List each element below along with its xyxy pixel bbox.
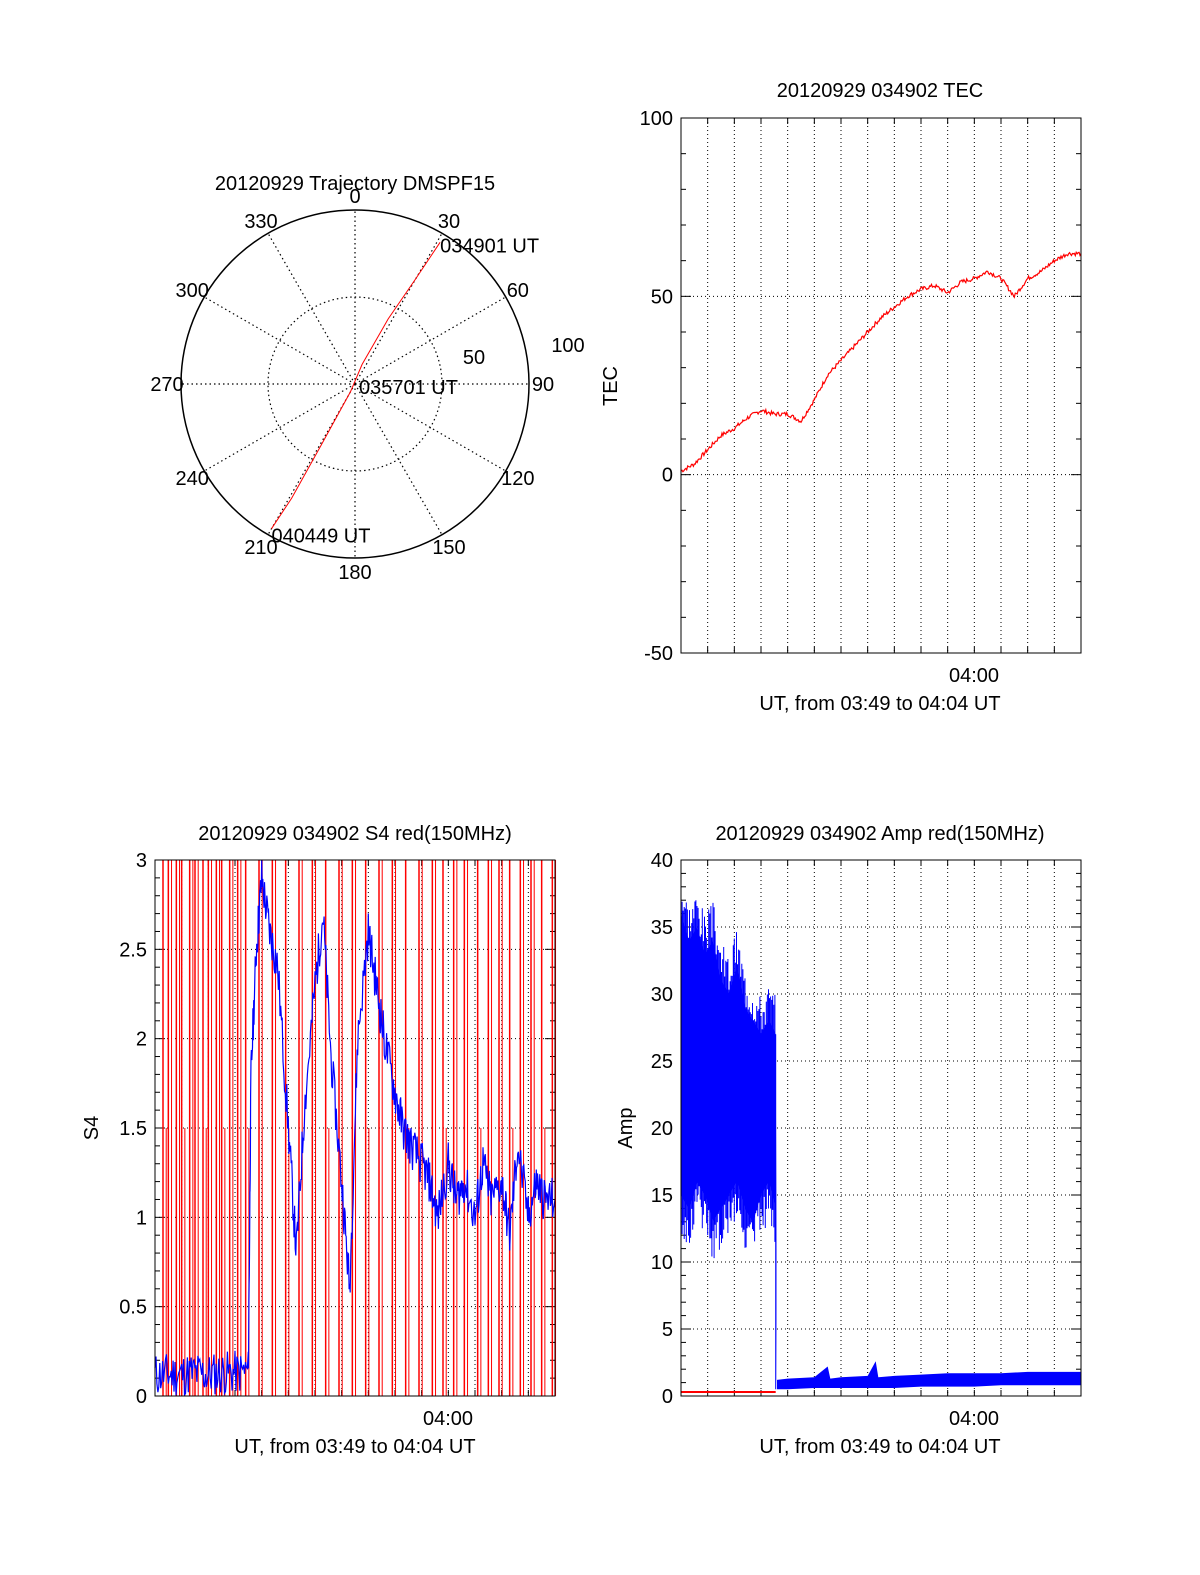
polar-spoke-300 <box>204 296 356 385</box>
polar-angle-label-30: 30 <box>438 211 460 233</box>
amp-ytick-label-8: 40 <box>651 850 673 872</box>
polar-angle-label-90: 90 <box>532 374 554 396</box>
amp-blue-series-line <box>680 900 777 1390</box>
polar-spoke-150 <box>354 383 443 535</box>
trajectory-annotation-end: 040449 UT <box>271 526 370 548</box>
polar-angle-label-180: 180 <box>338 562 371 584</box>
polar-spoke-120 <box>354 383 506 472</box>
s4-ytick-label-2: 1 <box>136 1207 147 1229</box>
s4-ylabel: S4 <box>81 1116 103 1140</box>
tec-ytick-label-2: 50 <box>651 286 673 308</box>
s4-red-spikes <box>162 860 557 1396</box>
s4-ytick-label-3: 1.5 <box>119 1118 147 1140</box>
amp-ytick-label-4: 20 <box>651 1118 673 1140</box>
amp-xtick-label: 04:00 <box>949 1408 999 1430</box>
polar-grid <box>180 209 530 559</box>
polar-angle-label-0: 0 <box>349 186 360 208</box>
polar-angle-label-270: 270 <box>150 374 183 396</box>
amp-ticks: 0 5 10 15 20 25 30 35 40 <box>651 850 1082 1408</box>
tec-xtick-label: 04:00 <box>949 665 999 687</box>
s4-ytick-label-6: 3 <box>136 850 147 872</box>
amp-title: 20120929 034902 Amp red(150MHz) <box>715 823 1044 845</box>
s4-panel: 20120929 034902 S4 red(150MHz) 0 0.5 1 1.5 2… <box>81 823 557 1458</box>
trajectory-annotation-mid: 035701 UT <box>359 377 458 399</box>
s4-blue-series-line <box>154 859 556 1397</box>
polar-angle-label-330: 330 <box>244 211 277 233</box>
tec-ticks: -50 0 50 100 <box>640 108 1082 665</box>
polar-angle-label-120: 120 <box>501 468 534 490</box>
polar-angle-labels: 0 30 60 90 120 150 180 210 240 270 300 330 <box>150 186 554 584</box>
amp-ylabel: Amp <box>615 1107 637 1148</box>
tec-title: 20120929 034902 TEC <box>777 80 983 102</box>
amp-ytick-label-5: 25 <box>651 1051 673 1073</box>
amp-ytick-label-2: 10 <box>651 1252 673 1274</box>
amp-panel: 20120929 034902 Amp red(150MHz) 0 5 10 15 20… <box>615 823 1082 1458</box>
s4-ytick-label-1: 0.5 <box>119 1297 147 1319</box>
amp-ytick-label-0: 0 <box>662 1386 673 1408</box>
amp-plot-frame <box>680 859 1082 1397</box>
s4-title: 20120929 034902 S4 red(150MHz) <box>198 823 512 845</box>
polar-radius-label-50: 50 <box>463 347 485 369</box>
polar-outer-circle <box>180 209 530 559</box>
s4-plot-frame <box>154 859 556 1397</box>
amp-ytick-label-1: 5 <box>662 1319 673 1341</box>
trajectory-line <box>271 242 441 529</box>
polar-radius-label-100: 100 <box>551 335 584 357</box>
s4-xlabel: UT, from 03:49 to 04:04 UT <box>234 1436 475 1458</box>
polar-angle-label-240: 240 <box>175 468 208 490</box>
amp-ytick-label-3: 15 <box>651 1185 673 1207</box>
tec-plot-frame <box>680 117 1082 654</box>
tec-grid <box>681 118 1081 653</box>
s4-ytick-label-5: 2.5 <box>119 939 147 961</box>
trajectory-panel: 20120929 Trajectory DMSPF15 0 30 60 90 120 15… <box>150 173 584 584</box>
polar-angle-label-60: 60 <box>507 280 529 302</box>
s4-ytick-label-0: 0 <box>136 1386 147 1408</box>
amp-xlabel: UT, from 03:49 to 04:04 UT <box>759 1436 1000 1458</box>
amp-ytick-label-6: 30 <box>651 984 673 1006</box>
tec-ytick-label-0: -50 <box>644 643 673 665</box>
tec-ytick-label-3: 100 <box>640 108 673 130</box>
tec-series-line <box>680 250 1082 473</box>
polar-angle-label-300: 300 <box>175 280 208 302</box>
polar-spoke-330 <box>267 233 356 385</box>
polar-spoke-30 <box>354 233 443 385</box>
trajectory-title: 20120929 Trajectory DMSPF15 <box>215 173 495 195</box>
amp-ytick-label-7: 35 <box>651 917 673 939</box>
s4-ytick-label-4: 2 <box>136 1029 147 1051</box>
polar-angle-label-150: 150 <box>432 537 465 559</box>
polar-spoke-60 <box>354 296 506 385</box>
polar-angle-label-210: 210 <box>244 537 277 559</box>
tec-ylabel: TEC <box>600 366 622 406</box>
tec-xlabel: UT, from 03:49 to 04:04 UT <box>759 693 1000 715</box>
tec-ytick-label-1: 0 <box>662 465 673 487</box>
s4-xtick-label: 04:00 <box>423 1408 473 1430</box>
polar-spoke-240 <box>204 383 356 472</box>
polar-spoke-210 <box>267 383 356 535</box>
trajectory-annotation-start: 034901 UT <box>440 235 539 257</box>
